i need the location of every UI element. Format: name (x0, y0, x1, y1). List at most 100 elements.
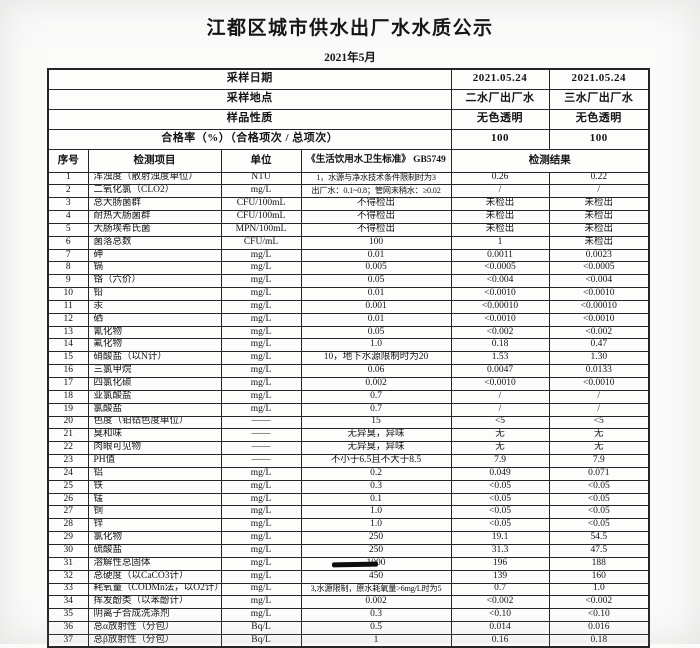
table-row: 6 菌落总数 CFU/mL 100 1 未检出 (47, 235, 650, 250)
result-plant2: <0.05 (450, 492, 550, 507)
row-no: 17 (47, 377, 89, 391)
result-plant2: / (450, 184, 550, 199)
result-plant3: 无 (548, 428, 650, 443)
table-row: 9 铬（六价） mg/L 0.05 <0.004 <0.004 (47, 274, 650, 289)
unit: CFU/mL (220, 235, 302, 250)
result-plant2: <0.05 (450, 518, 550, 533)
sampling-location-row: 采样地点 二水厂出厂水 三水厂出厂水 (47, 88, 650, 110)
row-no: 24 (47, 466, 89, 481)
table-row: 3 总大肠菌群 CFU/100mL 不得检出 未检出 未检出 (47, 197, 650, 212)
unit: mg/L (220, 569, 302, 584)
sampling-date-plant3: 2021.05.24 (548, 68, 650, 90)
unit: mg/L (220, 466, 302, 481)
data-rows: 1 浑浊度（散射浊度单位） NTU 1，水源与净水技术条件限制时为3 0.26 0.22 2… (47, 171, 650, 648)
result-plant3: 0.0133 (548, 364, 650, 378)
table-row: 4 耐热大肠菌群 CFU/100mL 不得检出 未检出 未检出 (47, 210, 650, 224)
result-plant2: 1 (450, 235, 550, 250)
unit: NTU (220, 171, 302, 186)
unit: mg/L (220, 556, 302, 571)
column-header-section: 序号 检测项目 单位 《生活饮用水卫生标准》 GB5749 检测结果 (47, 148, 650, 173)
result-plant2: <0.002 (450, 325, 550, 340)
result-plant2: <0.002 (450, 595, 550, 610)
result-plant2: 139 (450, 569, 550, 584)
row-no: 25 (47, 479, 89, 494)
table-row: 23 PH值 —— 不小于6.5且不大于8.5 7.9 7.9 (47, 454, 650, 468)
unit: mg/L (220, 261, 302, 276)
standard-limit: 0.5 (300, 621, 452, 635)
standard-limit: 0.001 (300, 299, 452, 314)
result-plant3: <0.0010 (548, 287, 650, 301)
result-plant2: 无 (450, 441, 550, 456)
table-row: 7 砷 mg/L 0.01 0.0011 0.0023 (47, 248, 650, 263)
table-row: 18 亚氯酸盐 mg/L 0.7// (47, 389, 650, 404)
item-name: 硝酸盐（以N计） (87, 351, 222, 366)
item-name: 总α放射性（分包） (87, 621, 222, 635)
item-name: 溶解性总固体 (87, 556, 222, 571)
unit: mg/L (220, 389, 302, 404)
standard-limit: 0.005 (300, 261, 452, 276)
col-header-result: 检测结果 (450, 148, 650, 173)
table-row: 17 四氯化碳 mg/L 0.002 <0.0010 <0.0010 (47, 377, 650, 391)
table-row: 20 色度（铂钴色度单位） —— 15 <5 <5 (47, 415, 650, 430)
row-no: 35 (47, 608, 89, 623)
unit: Bq/L (220, 621, 302, 635)
standard-limit: 无异臭，异味 (300, 428, 452, 443)
result-plant3: 1.0 (548, 582, 650, 597)
result-plant3: <0.0005 (548, 261, 650, 276)
row-no: 30 (47, 543, 89, 558)
standard-limit: 250 (300, 531, 452, 545)
sample-nature-label: 样品性质 (47, 108, 452, 130)
standard-limit: 0.01 (300, 248, 452, 263)
item-name: 总硬度（以CaCO3计） (87, 569, 222, 584)
item-name: 菌落总数 (87, 235, 222, 250)
standard-limit: 0.01 (300, 287, 452, 301)
item-name: 色度（铂钴色度单位） (87, 415, 222, 430)
standard-limit: 0.002 (300, 377, 452, 391)
table-row: 5 大肠埃希氏菌 MPN/100mL 不得检出 未检出 未检出 (47, 222, 650, 237)
result-plant3: / (548, 184, 650, 199)
item-name: 臭和味 (87, 428, 222, 443)
standard-limit: 1.0 (300, 518, 452, 533)
item-name: 镉 (87, 261, 222, 276)
item-name: 铝 (87, 466, 222, 481)
sample-nature-row: 样品性质 无色透明 无色透明 (47, 108, 650, 130)
pass-rate-plant3: 100 (548, 128, 650, 150)
report-month: 2021年5月 (324, 52, 376, 64)
unit: mg/L (220, 274, 302, 289)
item-name: 砷 (87, 248, 222, 263)
col-header-unit: 单位 (220, 148, 302, 173)
table-row: 12 硒 mg/L 0.01 <0.0010 <0.0010 (47, 312, 650, 327)
row-no: 10 (47, 287, 89, 301)
item-name: 氟化物 (87, 338, 222, 353)
standard-limit: 不得检出 (300, 210, 452, 224)
item-name: 三氯甲烷 (87, 364, 222, 378)
row-no: 31 (47, 556, 89, 571)
row-no: 2 (47, 184, 89, 199)
table-row: 26 锰 mg/L 0.1 <0.05 <0.05 (47, 492, 650, 507)
result-plant2: <0.004 (450, 274, 550, 289)
standard-limit: 0.7 (300, 402, 452, 417)
row-no: 8 (47, 261, 89, 276)
item-name: 亚氯酸盐 (87, 389, 222, 404)
result-plant3: 0.071 (548, 466, 650, 481)
unit: CFU/100mL (220, 197, 302, 212)
result-plant3: 54.5 (548, 531, 650, 545)
row-no: 11 (47, 299, 89, 314)
row-no: 22 (47, 441, 89, 456)
result-plant2: 未检出 (450, 197, 550, 212)
column-header-row: 序号 检测项目 单位 《生活饮用水卫生标准》 GB5749 检测结果 (47, 148, 650, 173)
result-plant2: <0.05 (450, 479, 550, 494)
result-plant3: <0.00010 (548, 299, 650, 314)
unit: mg/L (220, 582, 302, 597)
pass-rate-row: 合格率（%）（合格项次 / 总项次） 100 100 (47, 128, 650, 150)
table-row: 30 硫酸盐 mg/L 250 31.3 47.5 (47, 543, 650, 558)
item-name: 肉眼可见物 (87, 441, 222, 456)
standard-limit: 1.0 (300, 505, 452, 520)
standard-limit: 250 (300, 543, 452, 558)
result-plant3: <0.002 (548, 595, 650, 610)
item-name: 铜 (87, 505, 222, 520)
unit: mg/L (220, 312, 302, 327)
result-plant3: <0.0010 (548, 312, 650, 327)
row-no: 12 (47, 312, 89, 327)
